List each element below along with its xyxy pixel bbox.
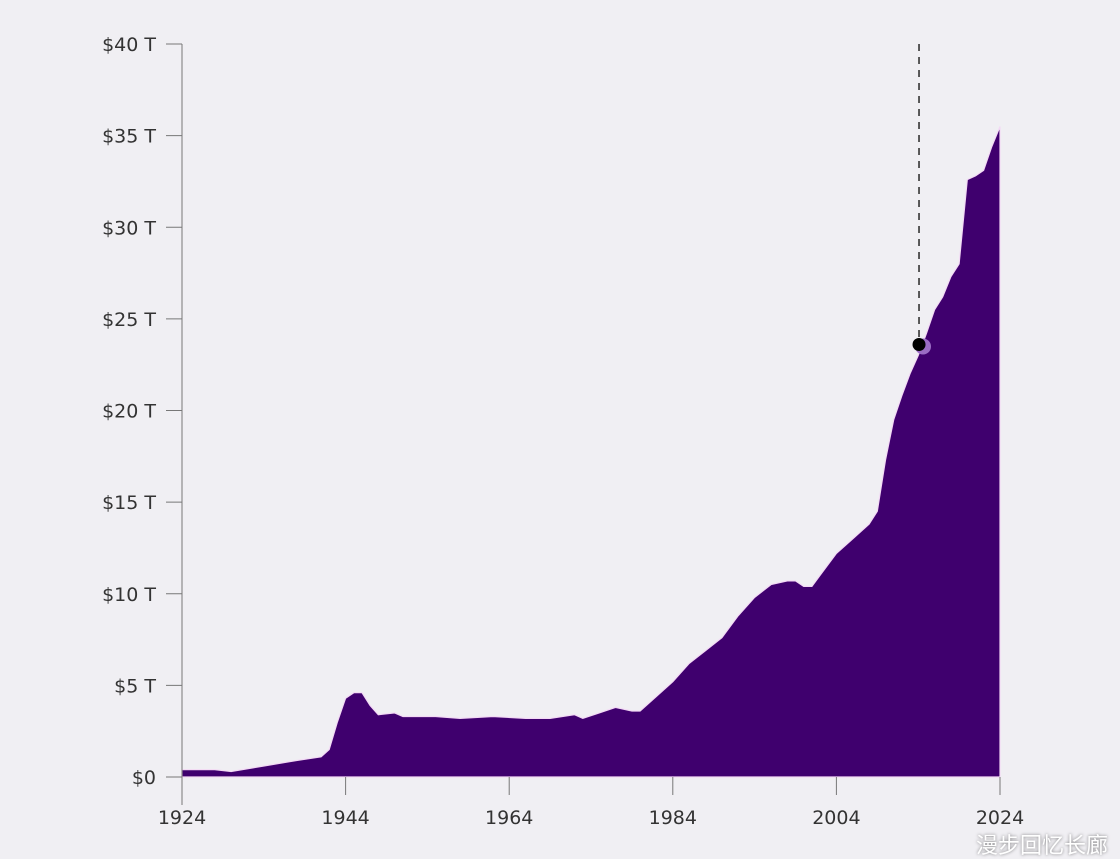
highlight-marker [912, 338, 926, 352]
x-tick-label: 2004 [812, 807, 860, 829]
x-tick-label: 1964 [485, 807, 533, 829]
x-tick-label: 1984 [649, 807, 697, 829]
area-series [181, 126, 1001, 778]
y-tick-label: $20 T [102, 401, 156, 423]
y-tick-label: $15 T [102, 492, 156, 514]
y-tick-label: $5 T [114, 675, 156, 697]
watermark: 漫步回忆长廊 [975, 834, 1108, 859]
y-tick-label: $35 T [102, 126, 156, 148]
y-tick-label: $25 T [102, 309, 156, 331]
y-tick-label: $10 T [102, 584, 156, 606]
x-tick-label: 1944 [321, 807, 369, 829]
y-tick-label: $0 [132, 767, 156, 789]
y-tick-label: $30 T [102, 217, 156, 239]
y-tick-label: $40 T [102, 34, 156, 56]
x-tick-label: 2024 [976, 807, 1024, 829]
x-tick-label: 1924 [158, 807, 206, 829]
